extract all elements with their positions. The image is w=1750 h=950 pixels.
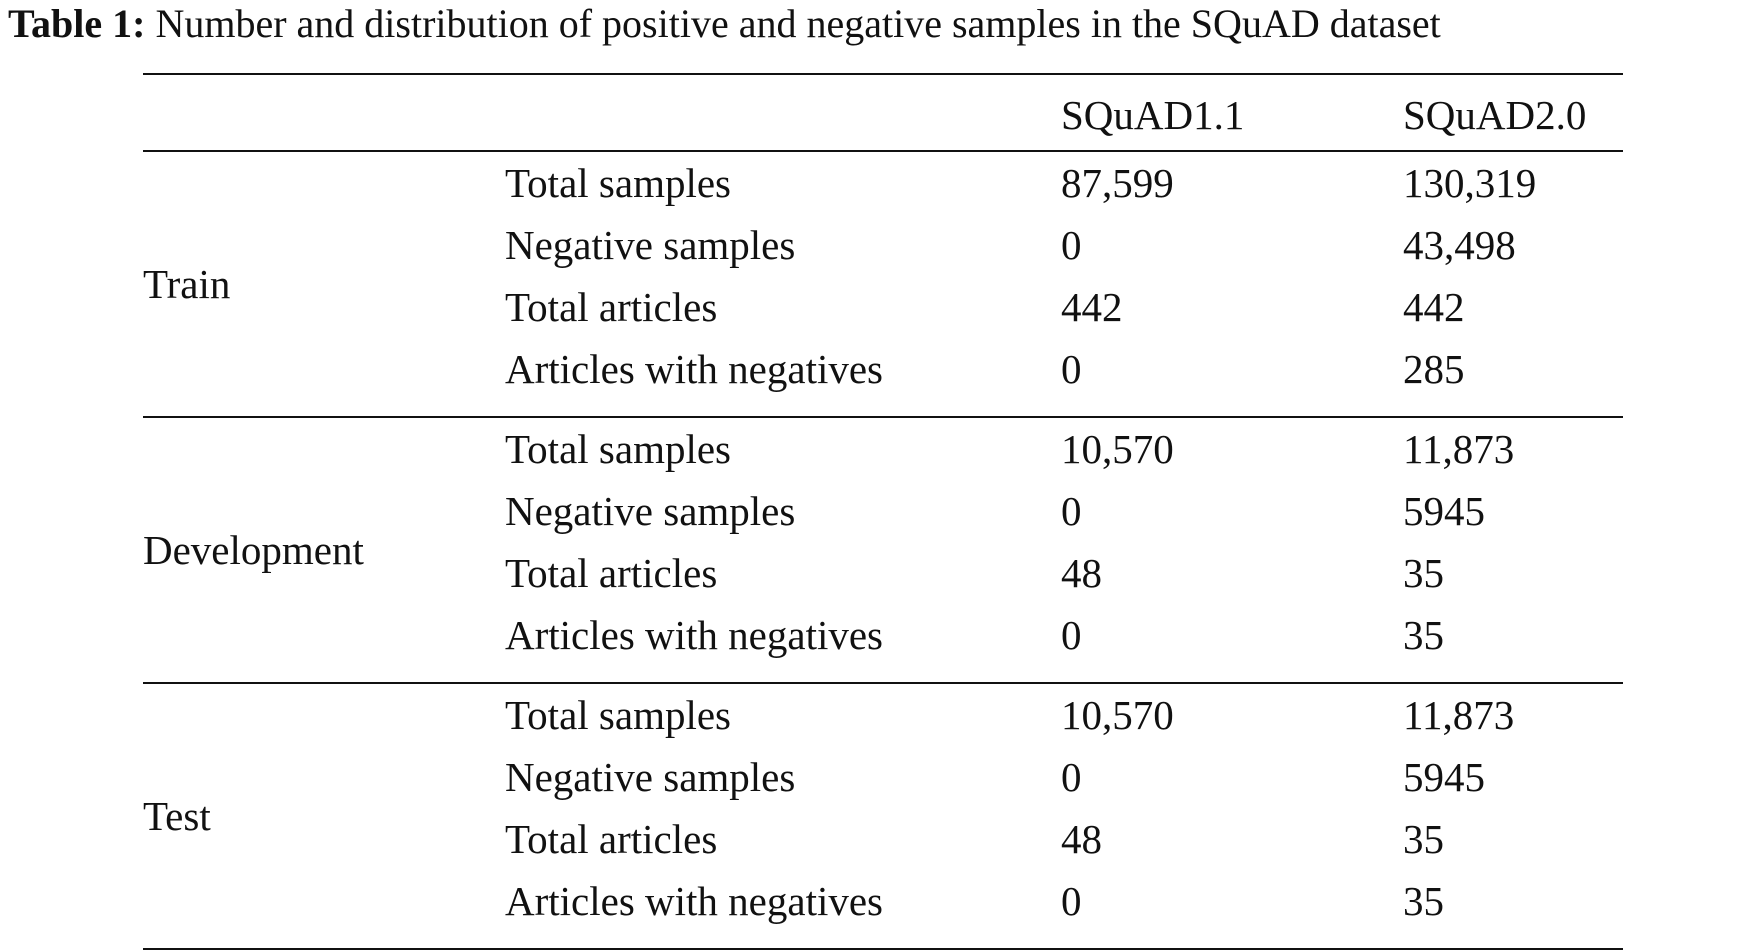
squad-table: SQuAD1.1 SQuAD2.0 Train Total samples 87… bbox=[143, 73, 1623, 950]
table-row: Total samples 10,570 11,873 bbox=[143, 686, 1623, 748]
squad20-cell: 35 bbox=[1403, 816, 1444, 862]
squad20-cell: 5945 bbox=[1403, 488, 1485, 534]
metric-cell: Articles with negatives bbox=[505, 878, 884, 924]
table-header-row: SQuAD1.1 SQuAD2.0 bbox=[143, 75, 1623, 150]
table-row: Total articles 48 35 bbox=[143, 544, 1623, 606]
squad11-cell: 48 bbox=[1061, 816, 1102, 862]
metric-cell: Total articles bbox=[505, 816, 718, 862]
caption-text: Number and distribution of positive and … bbox=[155, 1, 1441, 46]
squad11-cell: 48 bbox=[1061, 550, 1102, 596]
metric-cell: Negative samples bbox=[505, 754, 796, 800]
table-row: Articles with negatives 0 35 bbox=[143, 872, 1623, 934]
metric-cell: Total samples bbox=[505, 692, 732, 738]
squad20-cell: 130,319 bbox=[1403, 160, 1537, 206]
column-header-squad20: SQuAD2.0 bbox=[1403, 92, 1587, 138]
group-rule bbox=[143, 682, 1623, 684]
caption-label: Table 1: bbox=[8, 1, 146, 46]
metric-cell: Negative samples bbox=[505, 222, 796, 268]
squad20-cell: 5945 bbox=[1403, 754, 1485, 800]
squad20-cell: 442 bbox=[1403, 284, 1465, 330]
squad20-cell: 11,873 bbox=[1403, 692, 1515, 738]
table-group-train: Train Total samples 87,599 130,319 Negat… bbox=[143, 152, 1623, 416]
squad20-cell: 35 bbox=[1403, 612, 1444, 658]
table-caption: Table 1: Number and distribution of posi… bbox=[8, 0, 1441, 48]
metric-cell: Total samples bbox=[505, 426, 732, 472]
metric-cell: Total articles bbox=[505, 284, 718, 330]
column-header-squad11: SQuAD1.1 bbox=[1061, 92, 1245, 138]
split-label: Test bbox=[143, 793, 211, 839]
table-row: Articles with negatives 0 35 bbox=[143, 606, 1623, 668]
squad20-cell: 43,498 bbox=[1403, 222, 1516, 268]
table-group-development: Development Total samples 10,570 11,873 … bbox=[143, 418, 1623, 682]
table-row: Negative samples 0 5945 bbox=[143, 748, 1623, 810]
squad11-cell: 87,599 bbox=[1061, 160, 1174, 206]
metric-cell: Articles with negatives bbox=[505, 612, 884, 658]
squad20-cell: 35 bbox=[1403, 878, 1444, 924]
table-row: Negative samples 0 5945 bbox=[143, 482, 1623, 544]
squad20-cell: 11,873 bbox=[1403, 426, 1515, 472]
table-group-test: Test Total samples 10,570 11,873 Negativ… bbox=[143, 684, 1623, 948]
split-label: Train bbox=[143, 261, 231, 307]
table-row: Total articles 442 442 bbox=[143, 278, 1623, 340]
metric-cell: Articles with negatives bbox=[505, 346, 884, 392]
squad20-cell: 35 bbox=[1403, 550, 1444, 596]
squad11-cell: 0 bbox=[1061, 346, 1082, 392]
squad11-cell: 0 bbox=[1061, 488, 1082, 534]
header-rule bbox=[143, 150, 1623, 152]
table-row: Articles with negatives 0 285 bbox=[143, 340, 1623, 402]
metric-cell: Total samples bbox=[505, 160, 732, 206]
table-row: Total samples 87,599 130,319 bbox=[143, 154, 1623, 216]
squad11-cell: 0 bbox=[1061, 222, 1082, 268]
metric-cell: Total articles bbox=[505, 550, 718, 596]
table-row: Total samples 10,570 11,873 bbox=[143, 420, 1623, 482]
squad11-cell: 0 bbox=[1061, 878, 1082, 924]
table-row: Negative samples 0 43,498 bbox=[143, 216, 1623, 278]
table-row: Total articles 48 35 bbox=[143, 810, 1623, 872]
squad11-cell: 10,570 bbox=[1061, 426, 1174, 472]
squad11-cell: 0 bbox=[1061, 754, 1082, 800]
group-rule bbox=[143, 416, 1623, 418]
squad11-cell: 10,570 bbox=[1061, 692, 1174, 738]
split-label: Development bbox=[143, 527, 364, 573]
squad11-cell: 442 bbox=[1061, 284, 1123, 330]
metric-cell: Negative samples bbox=[505, 488, 796, 534]
squad20-cell: 285 bbox=[1403, 346, 1465, 392]
top-rule bbox=[143, 73, 1623, 75]
squad11-cell: 0 bbox=[1061, 612, 1082, 658]
